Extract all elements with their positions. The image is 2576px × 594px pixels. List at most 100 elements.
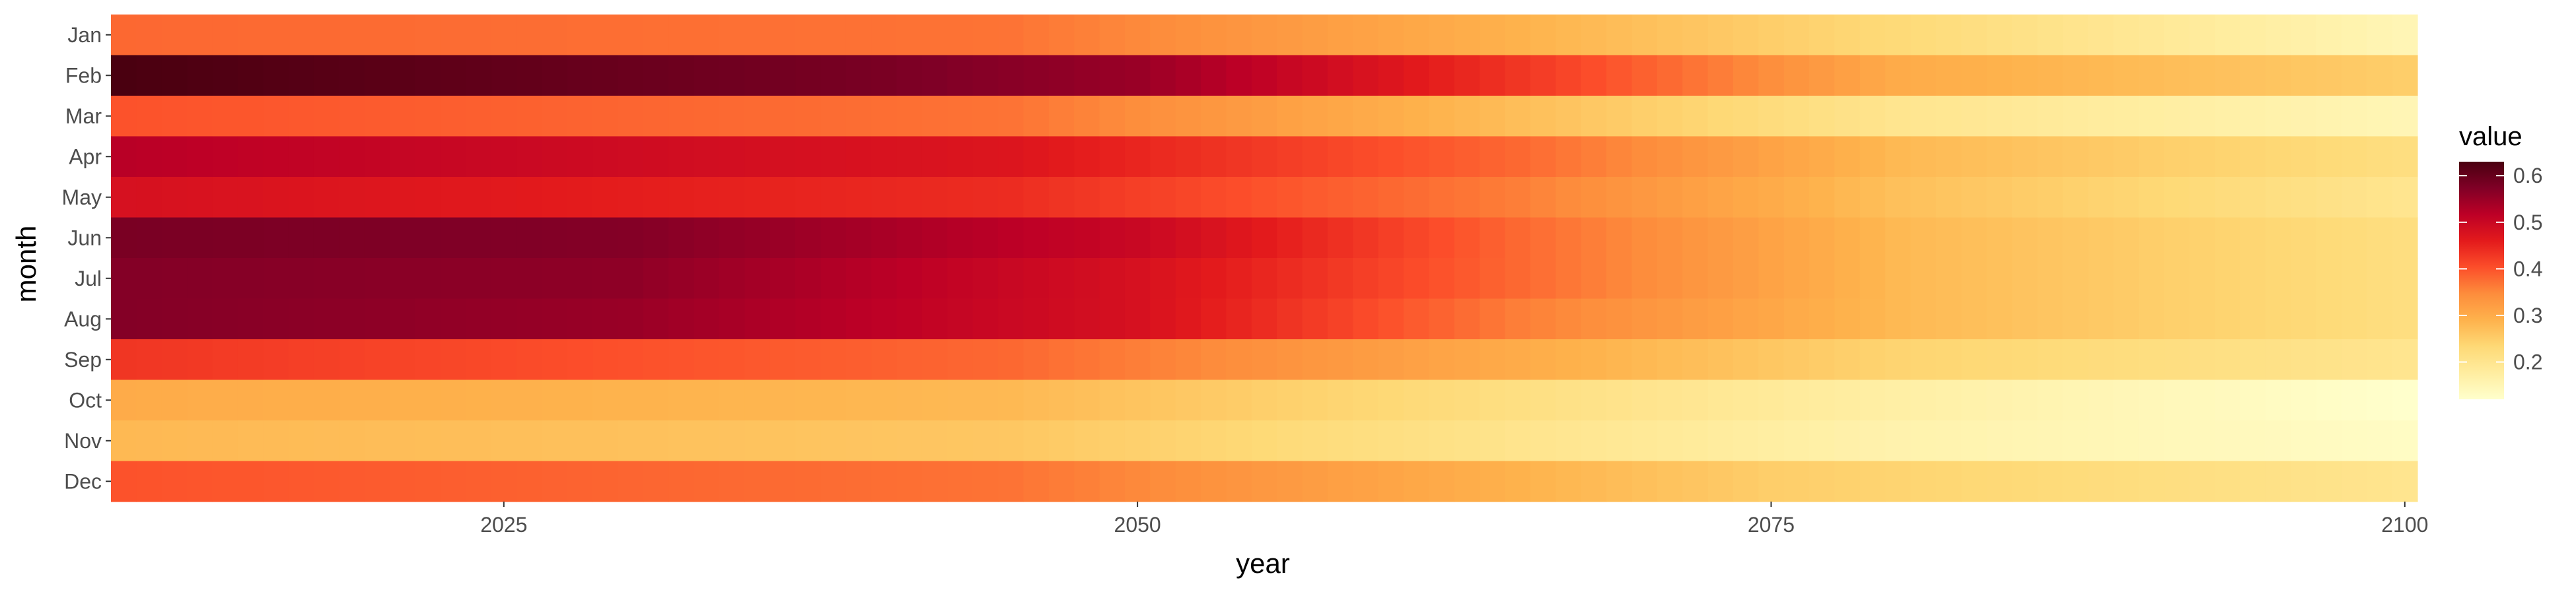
heatmap-cell xyxy=(1226,461,1252,502)
heatmap-cell xyxy=(567,461,593,502)
heatmap-cell xyxy=(491,177,517,218)
heatmap-cell xyxy=(1226,217,1252,259)
heatmap-cell xyxy=(618,380,644,421)
heatmap-row-jul xyxy=(111,258,2418,300)
heatmap-cell xyxy=(313,339,340,381)
heatmap-cell xyxy=(415,15,441,56)
heatmap-cell xyxy=(1631,380,1658,421)
heatmap-cell xyxy=(947,339,974,381)
heatmap-cell xyxy=(1429,420,1455,462)
heatmap-row-oct xyxy=(111,380,2418,421)
heatmap-cell xyxy=(2291,96,2317,137)
heatmap-cell xyxy=(1277,177,1303,218)
heatmap-cell xyxy=(440,55,466,96)
heatmap-cell xyxy=(744,217,771,259)
heatmap-cell xyxy=(1277,55,1303,96)
heatmap-cell xyxy=(2291,217,2317,259)
heatmap-cell xyxy=(1099,217,1126,259)
heatmap-cell xyxy=(1733,339,1759,381)
heatmap-cell xyxy=(2062,380,2089,421)
heatmap-cell xyxy=(1682,136,1709,178)
heatmap-cell xyxy=(288,461,314,502)
heatmap-cell xyxy=(1885,217,1912,259)
heatmap-cell xyxy=(2291,420,2317,462)
heatmap-cell xyxy=(263,177,289,218)
heatmap-cell xyxy=(1099,96,1126,137)
heatmap-cell xyxy=(643,298,669,340)
heatmap-cell xyxy=(2037,258,2063,300)
heatmap-cell xyxy=(1048,15,1075,56)
heatmap-cell xyxy=(1783,177,1810,218)
heatmap-cell xyxy=(111,461,137,502)
heatmap-cell xyxy=(2138,96,2165,137)
heatmap-cell xyxy=(1429,136,1455,178)
heatmap-cell xyxy=(921,96,948,137)
heatmap-cell xyxy=(2316,96,2342,137)
heatmap-cell xyxy=(1150,177,1176,218)
heatmap-cell xyxy=(516,136,542,178)
heatmap-cell xyxy=(719,136,745,178)
heatmap-cell xyxy=(2215,258,2240,300)
heatmap-cell xyxy=(1327,55,1353,96)
heatmap-cell xyxy=(1505,177,1531,218)
heatmap-cell xyxy=(2240,15,2266,56)
heatmap-cell xyxy=(694,380,720,421)
heatmap-cell xyxy=(795,298,822,340)
heatmap-cell xyxy=(1277,461,1303,502)
heatmap-cell xyxy=(1302,298,1328,340)
heatmap-cell xyxy=(820,136,847,178)
heatmap-cell xyxy=(947,177,974,218)
heatmap-cell xyxy=(1986,136,2013,178)
heatmap-cell xyxy=(288,96,314,137)
heatmap-cell xyxy=(1201,298,1227,340)
heatmap-cell xyxy=(643,136,669,178)
heatmap-cell xyxy=(542,177,568,218)
heatmap-cell xyxy=(1124,136,1151,178)
heatmap-cell xyxy=(871,380,898,421)
heatmap-cell xyxy=(466,96,492,137)
heatmap-cell xyxy=(1048,258,1075,300)
heatmap-cell xyxy=(1935,461,1962,502)
heatmap-cell xyxy=(2037,298,2063,340)
heatmap-cell xyxy=(1454,217,1480,259)
heatmap-cell xyxy=(1454,298,1480,340)
heatmap-cell xyxy=(1023,420,1050,462)
heatmap-cell xyxy=(2189,217,2215,259)
heatmap-cell xyxy=(1961,258,1987,300)
heatmap-cell xyxy=(1581,15,1607,56)
heatmap-cell xyxy=(1758,420,1785,462)
heatmap-cell xyxy=(947,96,974,137)
heatmap-cell xyxy=(2164,298,2190,340)
heatmap-cell xyxy=(2189,298,2215,340)
heatmap-cell xyxy=(1454,15,1480,56)
heatmap-cell xyxy=(339,298,365,340)
heatmap-cell xyxy=(1859,136,1886,178)
heatmap-cell xyxy=(1404,339,1430,381)
heatmap-cell xyxy=(972,461,999,502)
heatmap-cell xyxy=(440,420,466,462)
heatmap-cell xyxy=(212,15,238,56)
heatmap-cell xyxy=(2341,15,2367,56)
heatmap-cell xyxy=(1961,136,1987,178)
heatmap-cell xyxy=(2316,461,2342,502)
heatmap-cell xyxy=(288,258,314,300)
heatmap-cell xyxy=(364,177,390,218)
heatmap-cell xyxy=(1530,339,1556,381)
heatmap-cell xyxy=(466,461,492,502)
heatmap-cell xyxy=(643,96,669,137)
heatmap-cell xyxy=(719,339,745,381)
heatmap-cell xyxy=(2037,15,2063,56)
heatmap-cell xyxy=(2392,217,2418,259)
heatmap-cell xyxy=(2037,461,2063,502)
heatmap-cell xyxy=(2215,15,2240,56)
heatmap-cell xyxy=(1353,461,1379,502)
heatmap-cell xyxy=(2164,136,2190,178)
heatmap-cell xyxy=(1733,96,1759,137)
heatmap-cell xyxy=(744,298,771,340)
heatmap-cell xyxy=(1048,177,1075,218)
heatmap-cell xyxy=(1404,15,1430,56)
heatmap-cell xyxy=(845,96,872,137)
heatmap-cell xyxy=(1631,136,1658,178)
heatmap-cell xyxy=(1226,55,1252,96)
heatmap-cell xyxy=(1556,258,1582,300)
